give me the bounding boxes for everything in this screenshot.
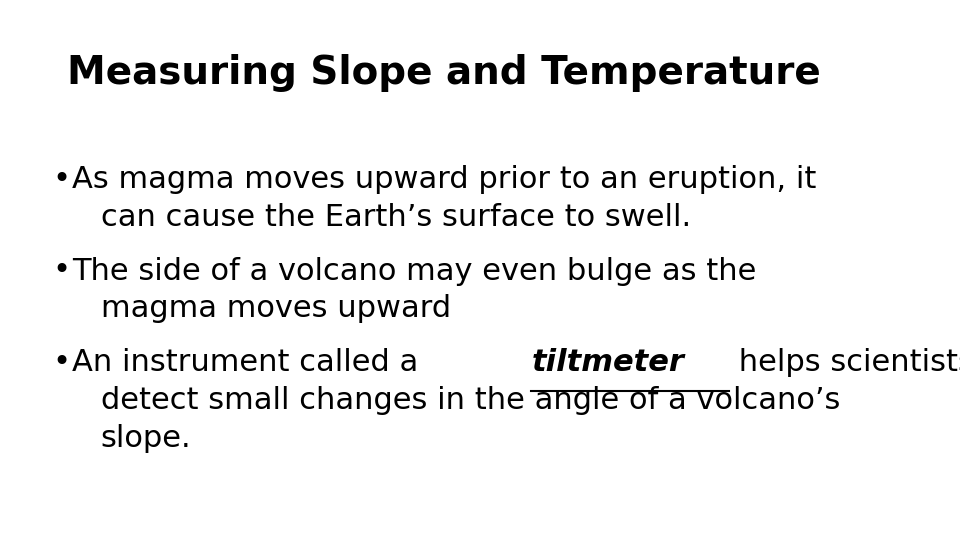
Text: slope.: slope. [101,424,191,453]
Text: •: • [53,348,71,377]
Text: can cause the Earth’s surface to swell.: can cause the Earth’s surface to swell. [101,202,691,232]
Text: detect small changes in the angle of a volcano’s: detect small changes in the angle of a v… [101,386,840,415]
Text: •: • [53,165,71,194]
Text: Measuring Slope and Temperature: Measuring Slope and Temperature [67,54,821,92]
Text: •: • [53,256,71,286]
Text: tiltmeter: tiltmeter [531,348,684,377]
Text: As magma moves upward prior to an eruption, it: As magma moves upward prior to an erupti… [72,165,816,194]
Text: The side of a volcano may even bulge as the: The side of a volcano may even bulge as … [72,256,756,286]
Text: An instrument called a: An instrument called a [72,348,428,377]
Text: magma moves upward: magma moves upward [101,294,451,323]
Text: helps scientists: helps scientists [729,348,960,377]
